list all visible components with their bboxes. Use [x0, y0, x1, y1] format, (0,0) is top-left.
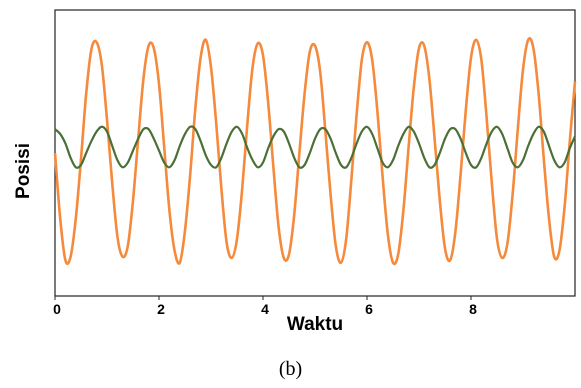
x-tick-label: 2 [157, 301, 165, 317]
y-axis-title: Posisi [13, 143, 34, 199]
series-line-2 [54, 125, 577, 169]
x-axis-title: Waktu [287, 314, 343, 335]
x-tick-label: 0 [53, 301, 61, 317]
x-tick-label: 4 [261, 301, 269, 317]
series-line-1 [53, 37, 577, 266]
x-tick-layer: 0 2 4 6 8 [53, 296, 477, 317]
x-tick-label: 8 [469, 301, 477, 317]
figure-caption: (b) [278, 358, 303, 380]
x-tick-label: 6 [365, 301, 373, 317]
series-layer [53, 37, 577, 266]
